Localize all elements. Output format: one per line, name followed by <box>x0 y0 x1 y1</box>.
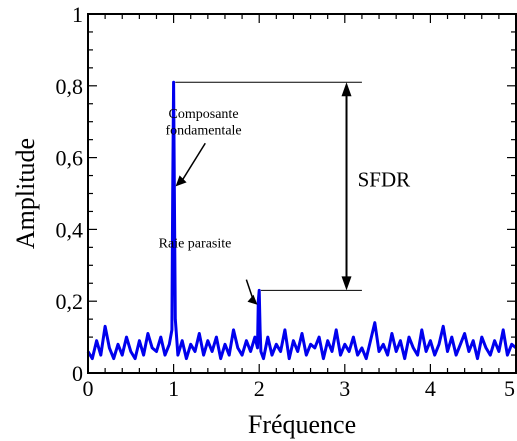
x-tick-label: 2 <box>254 376 265 401</box>
x-tick-label: 0 <box>83 376 94 401</box>
annotation-raie-parasite: Raie parasite <box>159 236 232 251</box>
fundamental-pointer-arrowhead <box>175 175 187 187</box>
x-tick-label: 4 <box>425 376 436 401</box>
series-line <box>86 80 517 361</box>
spur-pointer-arrowhead <box>247 294 258 305</box>
x-tick-labels: 0 1 2 3 4 5 <box>83 376 516 401</box>
y-tick-label: 0,2 <box>56 289 84 314</box>
fundamental-pointer-arrow <box>180 142 206 182</box>
plot-frame <box>87 13 517 374</box>
y-tick-label: 0,6 <box>56 146 84 171</box>
x-tick-label: 1 <box>168 376 179 401</box>
annotation-composante: Composante <box>169 107 239 122</box>
sfdr-arrowhead-bottom <box>341 276 352 291</box>
annotation-layer: Composante fondamentale Raie parasite SF… <box>159 81 411 305</box>
axis-ticks <box>87 13 517 374</box>
annotation-fondamentale: fondamentale <box>165 123 241 138</box>
x-tick-label: 5 <box>504 376 515 401</box>
x-tick-label: 3 <box>339 376 350 401</box>
x-axis-label: Fréquence <box>248 410 356 439</box>
y-tick-label: 1 <box>72 2 83 27</box>
annotation-sfdr: SFDR <box>358 167 411 191</box>
y-tick-label: 0,8 <box>56 74 84 99</box>
y-tick-label: 0,4 <box>56 217 84 242</box>
sfdr-arrowhead-top <box>341 82 352 97</box>
y-tick-label: 0 <box>72 361 83 386</box>
y-axis-label: Amplitude <box>11 138 40 249</box>
y-tick-labels: 0 0,2 0,4 0,6 0,8 1 <box>56 2 84 386</box>
